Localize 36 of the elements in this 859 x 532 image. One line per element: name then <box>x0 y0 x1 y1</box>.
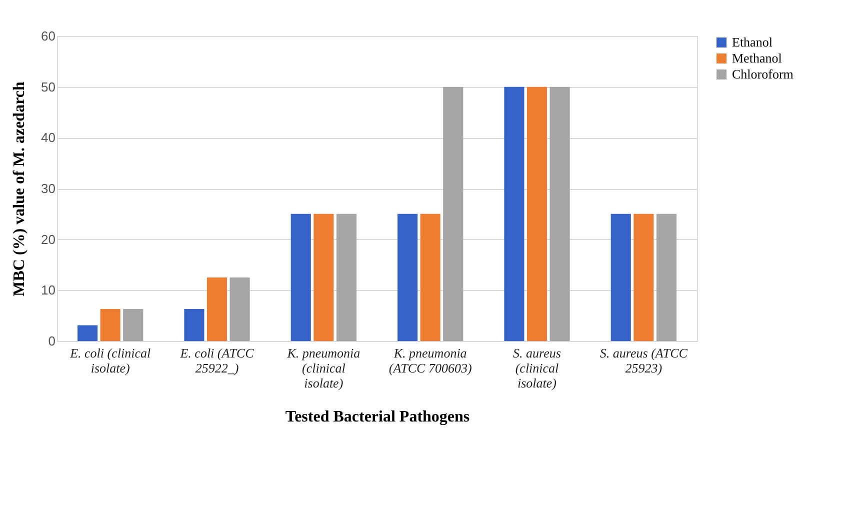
bar <box>184 308 204 341</box>
x-axis-title: Tested Bacterial Pathogens <box>285 408 470 426</box>
bar <box>336 214 356 341</box>
x-tick-label: K. pneumonia (ATCC 700603) <box>388 346 472 376</box>
y-tick-label: 50 <box>41 79 56 94</box>
x-tick-label: K. pneumonia (clinical isolate) <box>286 346 361 390</box>
bar <box>78 325 98 341</box>
bar <box>634 214 654 341</box>
bar <box>100 308 120 341</box>
bar <box>420 214 440 341</box>
y-axis-title: MBC (%) value of M. azedarch <box>11 82 28 296</box>
y-tick-label: 20 <box>41 232 56 247</box>
y-tick-label: 30 <box>41 181 56 196</box>
y-tick-label: 0 <box>48 334 56 348</box>
y-tick-label: 60 <box>41 28 56 44</box>
bar <box>656 214 676 341</box>
bar <box>123 308 144 341</box>
bar <box>504 86 524 341</box>
x-tick-label: E. coli (clinical isolate) <box>69 346 151 376</box>
legend-label: Methanol <box>732 50 782 66</box>
bar <box>398 214 418 341</box>
legend-label: Chloroform <box>732 66 794 82</box>
bar <box>550 86 570 341</box>
x-tick-label: S. aureus (ATCC 25923) <box>600 346 688 376</box>
x-tick-label: S. aureus (clinical isolate) <box>513 346 561 390</box>
bar <box>206 277 228 341</box>
bar <box>610 214 631 341</box>
y-tick-label: 10 <box>41 282 56 298</box>
bar <box>230 277 250 341</box>
x-tick-label: E. coli (ATCC 25922_) <box>179 346 254 376</box>
bar <box>290 214 311 341</box>
legend-label: Ethanol <box>732 34 773 50</box>
y-tick-label: 40 <box>41 130 56 146</box>
bar <box>314 214 334 341</box>
bar <box>526 86 548 341</box>
bar <box>443 86 464 341</box>
